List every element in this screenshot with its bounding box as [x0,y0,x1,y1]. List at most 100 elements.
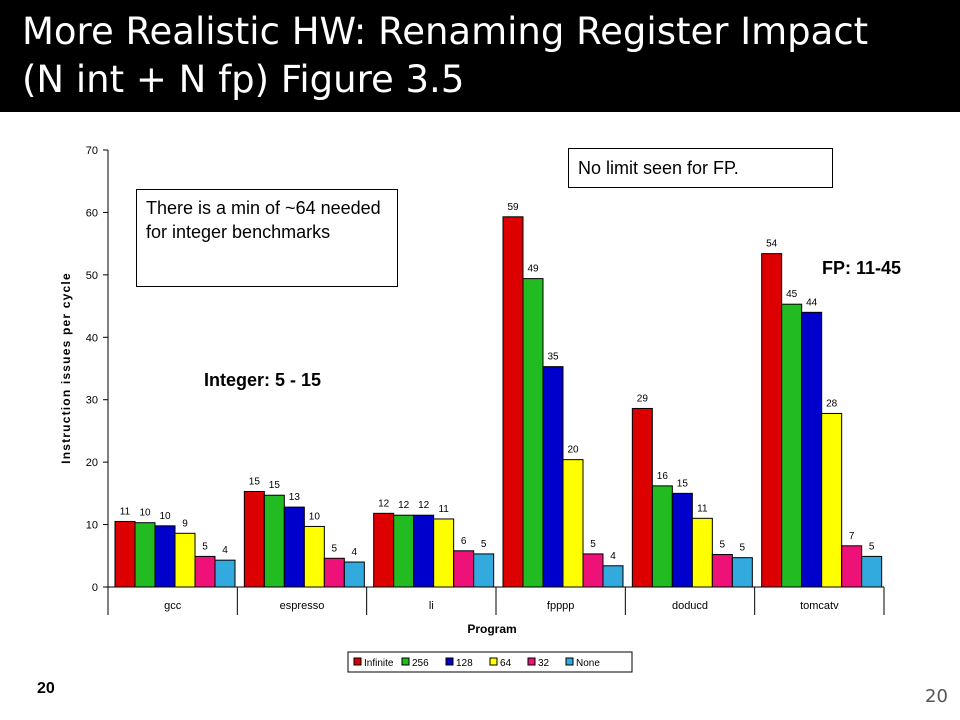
bar-data-label: 45 [786,289,798,300]
bar [303,525,325,588]
slide-number-left: 20 [37,680,55,697]
legend-label: 32 [538,658,550,669]
legend-swatch [565,657,574,666]
bar-data-label: 5 [869,541,875,552]
legend-label: 128 [456,658,473,669]
fp-range-label: FP: 11-45 [822,258,902,278]
bar-data-label: 5 [481,539,487,550]
y-tick-label: 0 [92,582,98,594]
bar [821,412,843,588]
bar-data-label: 7 [849,531,855,542]
bar [582,553,604,588]
bar [134,522,156,588]
fp-note-box: No limit seen for FP. [568,148,833,188]
bar-data-label: 10 [139,508,151,519]
bar-data-label: 4 [222,545,228,556]
bar-data-label: 5 [720,540,726,551]
legend-swatch [445,657,454,666]
bar [711,554,733,588]
legend-label: 256 [412,658,429,669]
bar [522,278,544,588]
slide-number-right: 20 [925,686,948,707]
bar [214,559,236,588]
bar [174,532,196,588]
integer-note-box: There is a min of ~64 needed for integer… [136,189,398,287]
integer-note-text: There is a min of ~64 needed for integer… [146,198,381,242]
bar-data-label: 49 [527,264,539,275]
bar-data-label: 13 [289,492,301,503]
bar [841,545,863,588]
legend-swatch [353,657,362,666]
bar-data-label: 12 [418,500,430,511]
y-tick-label: 50 [86,270,98,282]
bar-data-label: 35 [547,352,559,363]
bar [263,494,285,588]
y-tick-label: 40 [86,332,98,344]
bar-data-label: 15 [269,480,281,491]
bar-data-label: 12 [378,498,390,509]
bar-data-label: 10 [309,511,321,522]
legend-label: 64 [500,658,512,669]
bar-data-label: 15 [249,476,261,487]
bar [542,366,564,588]
x-category-label: fpppp [547,600,575,612]
x-category-label: tomcatv [800,600,839,612]
bar [373,512,395,588]
bar-data-label: 6 [461,536,467,547]
bar [861,555,883,588]
bar [243,490,265,588]
y-tick-label: 60 [86,207,98,219]
legend-label: None [576,658,600,669]
legend-swatch [489,657,498,666]
y-tick-label: 20 [86,457,98,469]
bar [473,553,495,588]
bar-data-label: 59 [507,202,519,213]
legend-label: Infinite [364,658,394,669]
bar-data-label: 11 [697,503,708,514]
x-category-label: gcc [164,600,182,612]
legend-swatch [527,657,536,666]
bar-data-label: 16 [657,471,669,482]
bar [114,520,136,588]
bar-data-label: 54 [766,239,778,250]
bar-data-label: 15 [677,478,689,489]
bar-data-label: 4 [352,547,358,558]
bar [631,407,653,588]
bar [283,506,305,588]
y-tick-label: 70 [86,145,98,157]
bar-data-label: 10 [159,511,171,522]
bar [761,253,783,588]
bar-data-label: 4 [610,551,616,562]
bar [343,561,365,588]
bar [781,303,803,588]
bar-data-label: 5 [332,543,338,554]
bar-data-label: 11 [120,506,131,517]
bar [651,485,673,588]
bar-data-label: 11 [438,504,449,515]
fp-note-text: No limit seen for FP. [578,158,739,178]
x-category-label: doducd [672,600,708,612]
bar [453,550,475,588]
slide-title-line-2: (N int + N fp) Figure 3.5 [22,58,465,101]
x-category-label: li [429,600,434,612]
bar [562,459,584,588]
bar [502,216,524,588]
bar-data-label: 28 [826,398,838,409]
y-axis-label: Instruction issues per cycle [59,272,73,464]
bar [731,557,753,588]
bar [671,492,693,588]
bar-data-label: 5 [590,539,596,550]
bar [691,517,713,588]
bar [323,557,345,588]
bar-data-label: 5 [202,541,208,552]
integer-range-label: Integer: 5 - 15 [204,370,322,390]
bar [393,514,415,588]
bar-data-label: 12 [398,500,410,511]
bar [194,555,216,588]
bar-data-label: 20 [567,445,579,456]
bar [433,518,455,588]
y-tick-label: 10 [86,520,98,532]
bar-data-label: 44 [806,297,818,308]
bar [413,514,435,588]
